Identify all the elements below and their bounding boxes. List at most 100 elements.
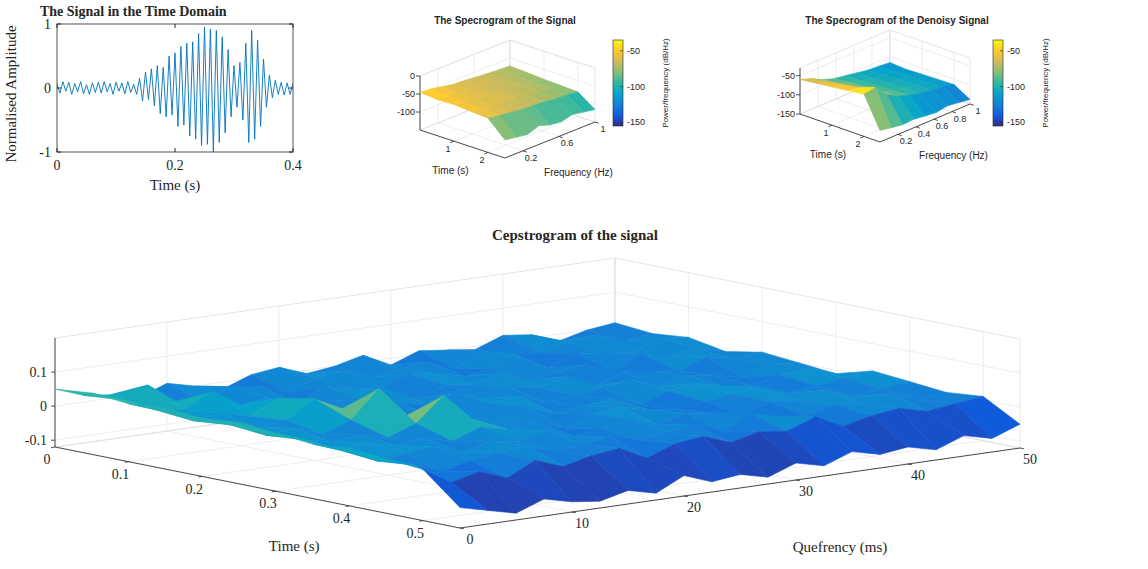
tick	[908, 464, 912, 466]
tick-label: 0	[410, 71, 415, 81]
tick-label: 0.1	[112, 467, 130, 482]
line-panel: 00.20.4-101The Signal in the Time Domain…	[3, 4, 302, 194]
colorbar-tick	[620, 122, 623, 123]
tick-label: 40	[911, 468, 925, 483]
tick	[796, 480, 800, 482]
tick	[416, 112, 420, 113]
tick-label: -0.1	[25, 433, 47, 448]
tick-label: 50	[1023, 452, 1037, 467]
back-pane	[55, 258, 615, 447]
tick-label: 0.2	[525, 153, 538, 163]
grid-line	[55, 338, 56, 447]
tick	[51, 406, 55, 407]
colorbar-tick-label: -100	[1007, 82, 1025, 92]
tick-label: 0.6	[561, 138, 574, 148]
tick-label: 0.4	[333, 511, 351, 526]
tick-label: 0	[44, 452, 51, 467]
colorbar-tick	[1000, 86, 1003, 87]
x-axis	[420, 130, 505, 158]
colorbar-tick	[1000, 50, 1003, 51]
tick	[293, 24, 294, 28]
tick-label: 0.2	[186, 482, 204, 497]
tick	[175, 24, 176, 28]
grid-line	[55, 292, 1020, 373]
tick-label: 0.2	[900, 136, 913, 146]
surface-cell	[864, 88, 891, 131]
tick-label: 2	[479, 155, 484, 165]
tick-label: 0	[44, 81, 51, 96]
surface	[55, 323, 1020, 514]
axis-title: Frequency (Hz)	[919, 150, 988, 161]
tick-label: 0.1	[30, 365, 48, 380]
tick	[828, 125, 832, 127]
axis-title: Time (s)	[432, 165, 468, 176]
tick	[796, 114, 800, 115]
tick-label: -100	[397, 107, 415, 117]
tick-label: -150	[777, 109, 795, 119]
surface-cell	[423, 470, 488, 511]
surface-cell	[540, 342, 605, 353]
surface-cell	[350, 448, 415, 465]
x-axis	[55, 447, 460, 528]
signal-line	[57, 27, 293, 152]
z-axis	[420, 76, 421, 130]
colorbar	[993, 40, 1003, 126]
tick	[125, 461, 129, 463]
axes-frame	[57, 24, 293, 152]
tick-label: 0.3	[259, 496, 277, 511]
tick-label: 1	[975, 106, 980, 116]
surface-cell	[239, 423, 304, 440]
z-axis	[800, 68, 801, 114]
tick	[595, 122, 599, 123]
surface-panel: 120.20.61-100-500Time (s)Frequency (Hz)T…	[397, 15, 670, 178]
tick-label: 1	[44, 17, 51, 32]
surface-cell	[722, 414, 787, 432]
tick	[796, 75, 800, 76]
tick	[572, 512, 576, 514]
tick	[416, 94, 420, 95]
tick	[484, 152, 488, 154]
tick-label: 0.8	[954, 114, 967, 124]
colorbar-tick-label: -150	[627, 117, 645, 127]
axis-title: Normalised Amplitude	[3, 25, 19, 162]
tick-label: 0.4	[918, 129, 931, 139]
x-axis	[800, 114, 880, 142]
tick	[57, 88, 61, 89]
surface-cell	[313, 444, 378, 461]
grid-line	[55, 447, 460, 528]
tick	[51, 447, 55, 449]
axis-title: Time (s)	[150, 177, 201, 194]
z-axis	[55, 338, 56, 447]
tick	[860, 136, 864, 138]
tick-label: -50	[782, 71, 795, 81]
surface	[420, 66, 595, 140]
tick	[57, 24, 58, 28]
surface-panel: 00.10.20.30.40.501020304050-0.100.1Time …	[25, 227, 1037, 556]
axis-title: Time (s)	[810, 149, 846, 160]
title: The Signal in the Time Domain	[40, 4, 227, 19]
tick	[57, 152, 61, 153]
grid-line	[420, 40, 595, 76]
tick	[272, 491, 276, 493]
surface-cell	[453, 427, 518, 442]
tick	[289, 152, 293, 153]
title: The Specrogram of the Signal	[434, 15, 576, 26]
figure: 00.20.4-101The Signal in the Time Domain…	[0, 0, 1148, 569]
grid-line	[55, 367, 615, 447]
tick	[419, 520, 423, 522]
tick	[293, 148, 294, 152]
surface	[800, 63, 970, 131]
tick	[57, 148, 58, 152]
floor-pane	[55, 367, 1020, 528]
colorbar-label: Power/frequency (dB/Hz)	[661, 38, 670, 128]
grid-line	[167, 322, 168, 431]
colorbar-tick-label: -100	[627, 82, 645, 92]
tick	[51, 372, 55, 373]
colorbar-tick	[1000, 122, 1003, 123]
tick-label: 1	[823, 128, 828, 138]
tick	[51, 440, 55, 441]
grid-line	[836, 53, 837, 99]
tick	[970, 104, 974, 105]
tick-label: -50	[402, 89, 415, 99]
tick-label: 10	[575, 516, 589, 531]
